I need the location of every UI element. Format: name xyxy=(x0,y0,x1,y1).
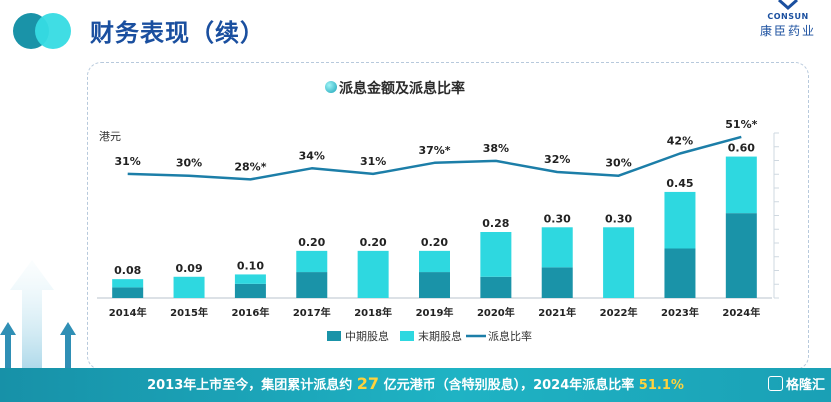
bar-final-10 xyxy=(725,156,757,214)
bar-final-4 xyxy=(357,250,389,298)
bar-interim-7 xyxy=(541,267,573,298)
y-axis-unit-label: 港元 xyxy=(99,130,121,143)
chart-labels: 港元 0.08 2014年 0.09 2015年 0.10 2016年 0.20 2017年 0.… xyxy=(99,118,760,319)
legend-label-0: 中期股息 xyxy=(345,329,389,343)
x-tick-label-10: 2024年 xyxy=(722,306,760,319)
bar-interim-9 xyxy=(664,248,696,298)
footer-text-1: 2013年上市至今，集团累计派息约 xyxy=(147,378,357,393)
bar-final-2 xyxy=(234,274,266,284)
bar-interim-0 xyxy=(112,287,144,298)
watermark: 格隆汇 xyxy=(767,374,825,393)
x-tick-label-1: 2015年 xyxy=(170,306,208,319)
bar-final-3 xyxy=(296,250,328,273)
x-tick-label-3: 2017年 xyxy=(293,306,331,319)
bar-total-label-3: 0.20 xyxy=(298,236,325,249)
watermark-text: 格隆汇 xyxy=(785,378,825,393)
legend-swatch-1 xyxy=(400,331,414,341)
x-tick-label-6: 2020年 xyxy=(477,306,515,319)
payout-label-9: 42% xyxy=(667,135,693,148)
bar-total-label-5: 0.20 xyxy=(421,236,448,249)
bar-total-label-4: 0.20 xyxy=(360,236,387,249)
bar-total-label-9: 0.45 xyxy=(666,177,693,190)
bar-final-7 xyxy=(541,227,573,268)
chart-bars xyxy=(112,156,757,298)
bar-final-0 xyxy=(112,279,144,288)
payout-label-10: 51%* xyxy=(725,118,757,131)
bar-interim-5 xyxy=(419,272,450,298)
x-tick-label-2: 2016年 xyxy=(231,306,269,319)
bar-final-5 xyxy=(419,250,450,273)
footer-summary: 2013年上市至今，集团累计派息约 27 亿元港币（含特别股息），2024年派息… xyxy=(0,374,831,393)
x-tick-label-8: 2022年 xyxy=(600,306,638,319)
x-tick-label-0: 2014年 xyxy=(109,306,147,319)
footer-text-3: % xyxy=(670,378,684,393)
chart-payout-line xyxy=(127,135,742,181)
footer-text-2: 亿元港币（含特别股息），2024年派息比率 xyxy=(379,378,639,393)
legend-label-2: 派息比率 xyxy=(488,329,532,343)
x-tick-label-7: 2021年 xyxy=(538,306,576,319)
company-logo: CONSUN 康臣药业 xyxy=(749,0,827,40)
x-tick-label-9: 2023年 xyxy=(661,306,699,319)
watermark-logo-icon xyxy=(767,376,783,391)
payout-label-0: 31% xyxy=(115,155,141,168)
legend-swatch-0 xyxy=(327,331,341,341)
payout-label-3: 34% xyxy=(299,149,325,162)
x-tick-label-5: 2019年 xyxy=(416,306,454,319)
chart-title-dot-icon xyxy=(325,81,337,93)
bar-interim-3 xyxy=(296,272,328,298)
payout-ratio-line xyxy=(127,135,742,181)
payout-label-8: 30% xyxy=(605,157,631,170)
bar-final-1 xyxy=(173,276,205,298)
legend-label-1: 末期股息 xyxy=(418,329,462,343)
header-circle-light xyxy=(35,13,71,49)
chart-title: 派息金额及派息比率 xyxy=(339,81,465,97)
rising-arrows-decoration xyxy=(0,260,76,370)
footer-highlight-ratio: 51.1 xyxy=(638,378,671,393)
bar-interim-6 xyxy=(480,276,512,298)
bar-total-label-10: 0.60 xyxy=(728,142,755,155)
bar-total-label-6: 0.28 xyxy=(482,217,509,230)
footer-highlight-total: 27 xyxy=(356,374,380,393)
bar-interim-10 xyxy=(725,213,757,298)
payout-label-5: 37%* xyxy=(418,144,450,157)
bar-total-label-1: 0.09 xyxy=(175,262,202,275)
payout-label-1: 30% xyxy=(176,157,202,170)
logo-icon xyxy=(778,0,798,11)
bar-total-label-8: 0.30 xyxy=(605,212,632,225)
payout-label-6: 38% xyxy=(483,142,509,155)
x-tick-label-4: 2018年 xyxy=(354,306,392,319)
bar-final-9 xyxy=(664,191,696,249)
payout-label-2: 28%* xyxy=(234,160,266,173)
chart-legend: 中期股息 末期股息 派息比率 xyxy=(327,329,532,343)
logo-text-cn: 康臣药业 xyxy=(759,24,816,38)
bar-total-label-0: 0.08 xyxy=(114,264,141,277)
bar-total-label-7: 0.30 xyxy=(544,212,571,225)
footer-band xyxy=(0,368,831,402)
logo-text-en: CONSUN xyxy=(767,12,809,21)
bar-total-label-2: 0.10 xyxy=(237,259,264,272)
bar-interim-2 xyxy=(234,283,266,298)
page-title: 财务表现（续） xyxy=(90,19,265,47)
payout-label-4: 31% xyxy=(360,155,386,168)
bar-final-6 xyxy=(480,232,512,277)
header-decoration xyxy=(13,13,83,49)
bar-final-8 xyxy=(603,227,635,298)
payout-label-7: 32% xyxy=(544,153,570,166)
